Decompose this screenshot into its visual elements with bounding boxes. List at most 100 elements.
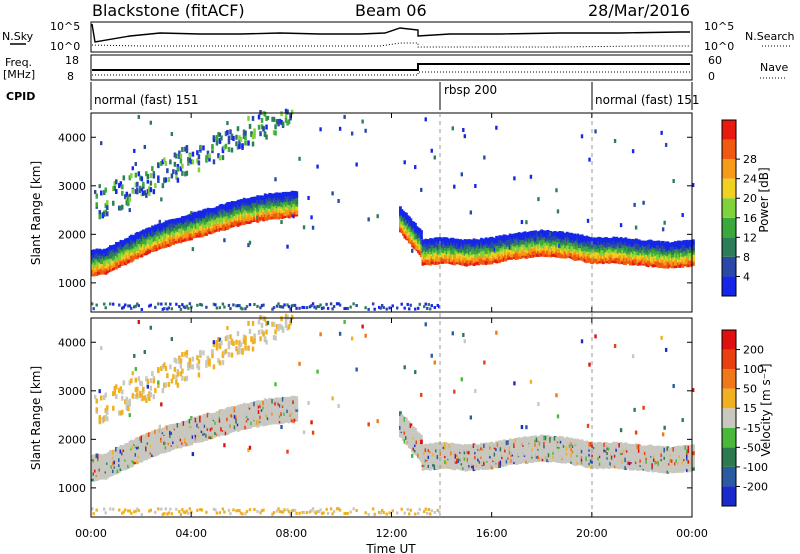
data-cell: [607, 237, 611, 243]
data-cell: [221, 360, 225, 366]
data-cell: [164, 232, 168, 238]
data-cell: [558, 247, 562, 253]
data-cell: [633, 258, 637, 264]
data-cell: [433, 252, 437, 257]
data-cell: [561, 241, 565, 246]
data-cell: [408, 238, 411, 244]
data-cell: [218, 418, 222, 423]
data-cell: [619, 240, 623, 246]
data-cell: [97, 270, 100, 275]
colorbar-tick-label: 16: [743, 212, 757, 225]
data-cell: [163, 383, 166, 389]
data-cell: [555, 247, 559, 252]
data-cell: [145, 437, 148, 442]
data-cell: [95, 303, 98, 307]
data-cell: [465, 248, 468, 253]
data-cell: [275, 200, 279, 205]
data-cell: [257, 204, 261, 209]
data-cell: [562, 238, 566, 243]
data-cell: [220, 226, 224, 231]
data-cell: [199, 210, 202, 216]
data-cell: [427, 302, 430, 306]
data-cell: [194, 223, 198, 229]
colorbar-tick-label: 24: [743, 173, 757, 186]
data-cell: [591, 243, 595, 248]
data-cell: [477, 247, 480, 253]
data-cell: [474, 249, 477, 255]
data-cell: [178, 438, 181, 443]
data-cell: [163, 235, 166, 241]
data-cell: [205, 209, 208, 214]
data-cell: [151, 237, 154, 242]
data-cell: [95, 265, 99, 271]
data-cell: [253, 338, 256, 344]
data-cell: [589, 246, 593, 252]
data-cell: [414, 165, 417, 170]
data-cell: [235, 410, 239, 416]
data-cell: [262, 199, 266, 205]
data-cell: [143, 234, 147, 240]
data-cell: [196, 508, 199, 512]
data-cell: [516, 254, 520, 260]
data-cell: [289, 199, 293, 204]
data-cell: [409, 232, 413, 238]
data-cell: [609, 248, 613, 254]
data-cell: [565, 253, 569, 258]
data-cell: [688, 251, 692, 257]
data-cell: [402, 210, 405, 216]
data-cell: [223, 414, 227, 420]
data-cell: [127, 304, 130, 308]
data-cell: [116, 452, 120, 458]
data-cell: [310, 215, 313, 220]
data-cell: [658, 263, 662, 269]
data-cell: [430, 259, 434, 265]
data-cell: [172, 234, 175, 240]
data-cell: [685, 239, 689, 245]
data-cell: [163, 178, 166, 184]
data-cell: [606, 245, 610, 250]
data-cell: [92, 252, 96, 258]
colorbar-frame: [721, 119, 737, 297]
data-cell: [621, 238, 625, 244]
data-cell: [206, 212, 210, 217]
data-cell: [95, 202, 99, 208]
data-cell: [217, 411, 221, 416]
data-cell: [197, 365, 201, 371]
data-cell: [441, 259, 444, 264]
data-cell: [547, 233, 551, 238]
data-cell: [672, 260, 676, 266]
data-cell: [184, 437, 187, 442]
data-cell: [417, 235, 420, 241]
data-cell: [502, 256, 506, 261]
data-cell: [196, 214, 199, 219]
data-cell: [281, 191, 285, 197]
data-cell: [546, 252, 550, 258]
data-cell: [424, 238, 428, 244]
data-cell: [157, 302, 160, 306]
data-cell: [103, 416, 106, 422]
data-cell: [154, 230, 157, 235]
data-cell: [119, 254, 123, 260]
data-cell: [91, 468, 94, 473]
data-cell: [275, 119, 279, 125]
data-cell: [466, 244, 470, 249]
data-cell: [206, 154, 210, 160]
data-cell: [224, 217, 228, 222]
data-cell: [642, 248, 646, 254]
data-cell: [627, 241, 631, 247]
data-cell: [265, 412, 269, 418]
data-cell: [637, 257, 641, 263]
data-cell: [499, 241, 503, 247]
data-cell: [194, 212, 198, 218]
data-cell: [646, 256, 650, 261]
data-cell: [115, 451, 118, 457]
data-cell: [595, 247, 599, 253]
data-cell: [122, 449, 126, 455]
data-cell: [229, 207, 233, 213]
data-cell: [403, 227, 407, 233]
data-cell: [295, 306, 298, 310]
data-cell: [265, 407, 269, 413]
data-cell: [205, 418, 208, 424]
data-cell: [420, 234, 423, 240]
data-cell: [271, 205, 275, 211]
